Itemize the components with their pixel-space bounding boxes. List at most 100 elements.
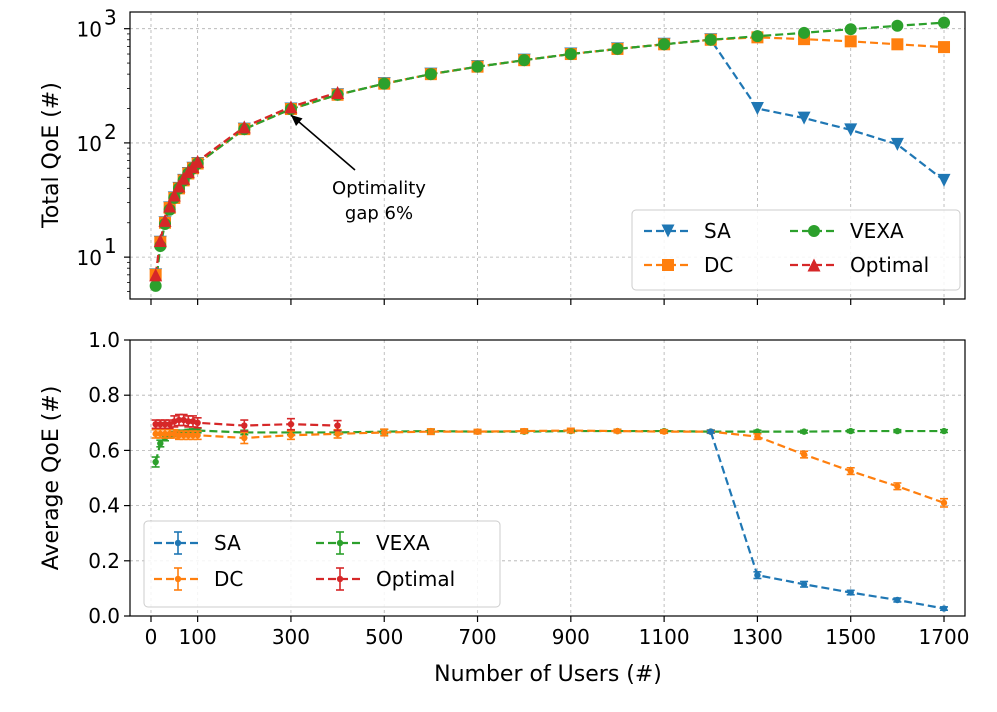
bottom-point-dc-600 (427, 428, 435, 435)
bottom-ytick-label-0.6: 0.6 (88, 438, 120, 462)
bottom-point-vexa-1500 (847, 427, 854, 435)
bottom-ytick-label-0.4: 0.4 (88, 494, 120, 518)
average-qoe-panel: 0.0 0.2 0.4 0.6 0.8 1.0 0 100 300 500 700 900 1100 1… (39, 328, 969, 687)
top-y-axis-label: Total QoE (#) (39, 82, 64, 229)
bottom-xtick-label-700: 700 (458, 625, 496, 649)
top-point-optimal-200 (237, 120, 251, 134)
bottom-point-dc-1400 (800, 451, 808, 458)
top-legend-marker-sa (661, 224, 675, 238)
top-point-dc-1600 (891, 38, 904, 51)
top-point-vexa-1500 (844, 23, 857, 36)
bottom-point-dc-1300 (754, 433, 761, 440)
bottom-ytick-label-0.8: 0.8 (88, 383, 120, 407)
top-ytick-label-1000: 10 (77, 18, 102, 42)
bottom-y-ticks: 0.0 0.2 0.4 0.6 0.8 1.0 (88, 328, 130, 628)
top-ytick-label-100: 10 (77, 132, 102, 156)
bottom-legend-marker-dc (174, 575, 182, 583)
bottom-point-dc-70 (180, 432, 187, 439)
bottom-point-dc-200 (241, 434, 248, 442)
bottom-point-dc-90 (189, 432, 197, 439)
bottom-point-dc-400 (334, 430, 341, 438)
top-legend-label-optimal: Optimal (850, 253, 929, 277)
top-point-vexa-900 (564, 48, 577, 61)
optimality-gap-annotation: Optimality gap 6% (290, 114, 426, 224)
bottom-point-dc-100 (194, 432, 201, 439)
bottom-point-sa-1600 (894, 596, 901, 604)
top-point-optimal-20 (153, 233, 167, 247)
bottom-point-optimal-20 (157, 420, 164, 428)
top-point-sa-1600 (890, 137, 904, 151)
bottom-xtick-label-1300: 1300 (732, 625, 783, 649)
bottom-legend-marker-sa (174, 539, 182, 547)
top-legend: SA DC VEXA Optimal (631, 209, 961, 291)
top-point-vexa-600 (424, 68, 437, 81)
bottom-series-layer (151, 413, 949, 612)
bottom-point-optimal-200 (241, 422, 248, 429)
top-legend-label-dc: DC (704, 253, 733, 277)
top-grid (130, 12, 965, 299)
top-ytick-exponent-100: 2 (104, 120, 117, 144)
bottom-point-optimal-300 (287, 420, 295, 428)
bottom-point-dc-20 (157, 430, 164, 438)
bottom-point-optimal-400 (334, 422, 341, 429)
bottom-x-ticks: 0 100 300 500 700 900 1100 1300 1500 1700 (145, 616, 970, 649)
bottom-point-optimal-30 (161, 420, 169, 428)
bottom-xtick-label-1100: 1100 (639, 625, 690, 649)
bottom-point-sa-1700 (940, 605, 948, 612)
bottom-y-axis-label: Average QoE (#) (39, 386, 64, 571)
bottom-point-dc-700 (474, 428, 481, 435)
top-point-vexa-1200 (704, 33, 717, 46)
annotation-arrow (290, 114, 356, 171)
top-ytick-exponent-1000: 3 (104, 6, 117, 30)
bottom-legend-marker-optimal (336, 575, 344, 583)
top-point-vexa-10 (149, 279, 162, 292)
bottom-legend-label-vexa: VEXA (376, 531, 430, 555)
top-point-sa-1500 (844, 123, 858, 137)
top-point-optimal-10 (149, 268, 163, 282)
top-ytick-label-10: 10 (77, 246, 102, 270)
top-point-sa-1400 (797, 111, 811, 125)
bottom-point-dc-900 (567, 427, 575, 434)
bottom-point-dc-1500 (847, 467, 854, 475)
top-point-vexa-1100 (658, 38, 671, 51)
bottom-legend: SA DC VEXA Optimal (143, 520, 501, 608)
top-point-optimal-30 (158, 213, 172, 227)
top-legend-marker-dc (662, 259, 674, 271)
bottom-xtick-label-1700: 1700 (919, 625, 970, 649)
bottom-point-dc-300 (287, 432, 295, 439)
top-point-vexa-1000 (611, 42, 624, 55)
bottom-point-dc-60 (175, 432, 183, 439)
top-legend-marker-optimal (807, 258, 821, 272)
bottom-point-optimal-10 (152, 420, 159, 428)
top-legend-box (631, 209, 961, 291)
bottom-point-dc-30 (161, 430, 169, 438)
bottom-legend-box (143, 520, 501, 608)
top-legend-label-vexa: VEXA (850, 219, 904, 243)
top-point-optimal-100 (191, 154, 205, 168)
top-point-sa-1700 (937, 173, 951, 187)
bottom-point-vexa-1700 (940, 427, 948, 435)
bottom-point-sa-1300 (754, 571, 761, 579)
top-point-vexa-1300 (751, 30, 764, 43)
top-point-vexa-1400 (798, 26, 811, 39)
bottom-plot-frame (129, 339, 966, 617)
bottom-point-dc-1100 (660, 428, 668, 435)
top-point-dc-1500 (844, 35, 857, 48)
bottom-xtick-label-100: 100 (179, 625, 217, 649)
top-series-line-vexa (154, 21, 945, 287)
bottom-xtick-label-500: 500 (365, 625, 403, 649)
bottom-legend-label-optimal: Optimal (376, 567, 455, 591)
bottom-point-dc-1000 (614, 427, 621, 435)
bottom-series-line-sa (709, 431, 945, 610)
top-point-optimal-70 (177, 171, 191, 185)
bottom-xtick-label-0: 0 (145, 625, 158, 649)
bottom-series-line-vexa (154, 429, 945, 463)
top-point-vexa-1700 (938, 16, 951, 29)
bottom-point-optimal-40 (166, 420, 173, 428)
x-axis-label: Number of Users (#) (434, 662, 662, 687)
top-point-sa-1300 (750, 102, 764, 116)
top-point-optimal-60 (172, 179, 186, 193)
top-legend-label-sa: SA (704, 219, 731, 243)
